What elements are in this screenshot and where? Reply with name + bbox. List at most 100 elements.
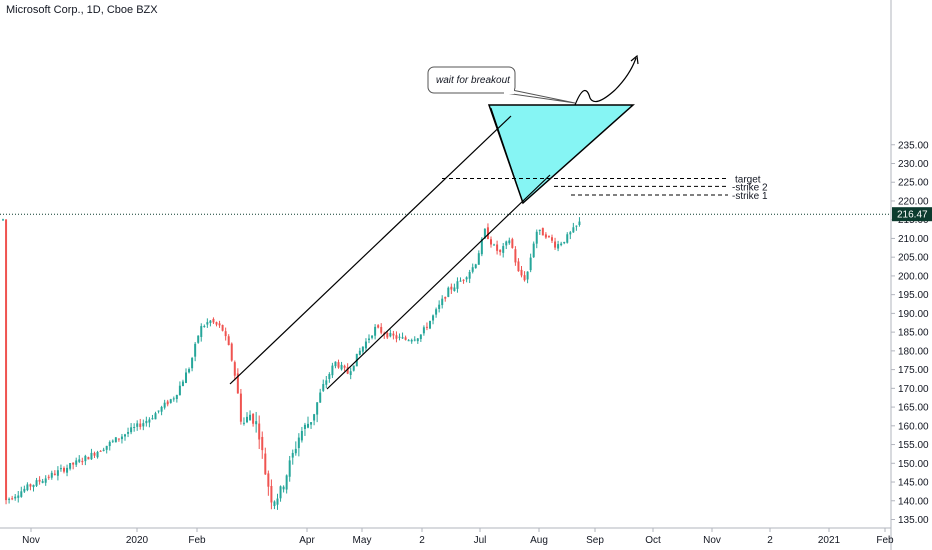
candle-body bbox=[520, 269, 523, 276]
breakout-arrowhead bbox=[630, 54, 639, 65]
candle-body bbox=[544, 234, 547, 238]
candle-body bbox=[218, 323, 221, 326]
candle-body bbox=[313, 414, 316, 421]
candle-body bbox=[416, 338, 419, 342]
price-tick-label: 205.00 bbox=[898, 253, 929, 264]
candle-body bbox=[127, 432, 130, 434]
candle-body bbox=[307, 423, 309, 428]
candle-body bbox=[432, 315, 435, 321]
price-tick-label: 135.00 bbox=[898, 515, 929, 526]
candle-body bbox=[111, 440, 114, 442]
candle-body bbox=[486, 227, 489, 239]
price-tick-label: 220.00 bbox=[898, 196, 929, 207]
candle-body bbox=[56, 470, 59, 476]
candle-body bbox=[557, 244, 560, 249]
candle-body bbox=[371, 335, 374, 338]
candle-body bbox=[319, 392, 322, 403]
candle-body bbox=[358, 350, 361, 355]
candle-body bbox=[227, 336, 230, 346]
candle-body bbox=[29, 484, 32, 487]
candle-body bbox=[258, 423, 261, 440]
candle-body bbox=[523, 275, 526, 281]
candle-body bbox=[300, 430, 303, 441]
candle-body bbox=[541, 228, 544, 236]
price-tick-label: 235.00 bbox=[898, 140, 929, 151]
candle-body bbox=[252, 413, 255, 424]
candle-body bbox=[148, 419, 151, 423]
candle-body bbox=[239, 393, 242, 422]
candle-body bbox=[163, 402, 166, 408]
candle-body bbox=[53, 473, 56, 475]
candle-body bbox=[59, 468, 62, 470]
time-tick-label: 2 bbox=[767, 535, 773, 546]
price-tick-label: 170.00 bbox=[898, 384, 929, 395]
candle-body bbox=[569, 232, 572, 235]
candle-body bbox=[364, 341, 367, 349]
time-axis: Nov 2020 Feb Apr May 2 Jul Aug Sep Oct Nov 2 2021 Feb bbox=[0, 527, 894, 546]
level-label-2: -strike 1 bbox=[732, 191, 768, 202]
candle-body bbox=[14, 496, 17, 499]
candle-body bbox=[145, 420, 148, 424]
time-tick-label: Oct bbox=[645, 535, 661, 546]
candle-body bbox=[160, 406, 163, 412]
chart-title: Microsoft Corp., 1D, Cboe BZX bbox=[6, 4, 158, 16]
level-label-1: -strike 2 bbox=[732, 182, 768, 193]
candle-body bbox=[419, 334, 422, 340]
candle-body bbox=[157, 410, 160, 412]
candle-body bbox=[66, 467, 69, 473]
candle-body bbox=[38, 479, 41, 482]
price-tick-label: 155.00 bbox=[898, 440, 929, 451]
time-tick-label: Feb bbox=[876, 535, 894, 546]
candle-body bbox=[44, 478, 47, 483]
candle-body bbox=[172, 398, 175, 400]
candle-body bbox=[325, 380, 328, 385]
price-tick-label: 195.00 bbox=[898, 290, 929, 301]
bubble-text: wait for breakout bbox=[436, 75, 511, 86]
candle-body bbox=[230, 343, 233, 361]
price-tick-label: 175.00 bbox=[898, 365, 929, 376]
candle-body bbox=[221, 324, 224, 331]
candle-body bbox=[474, 264, 477, 268]
candle-body bbox=[532, 243, 535, 258]
candle-body bbox=[346, 367, 349, 374]
candle-body bbox=[490, 239, 492, 245]
candle-body bbox=[413, 339, 416, 341]
candle-body bbox=[462, 279, 465, 281]
candle-body bbox=[136, 423, 139, 427]
candle-body bbox=[117, 438, 120, 440]
candle-body bbox=[75, 460, 78, 465]
candle-body bbox=[50, 472, 53, 478]
candle-body bbox=[249, 414, 252, 421]
price-tick-label: 160.00 bbox=[898, 421, 929, 432]
candle-body bbox=[429, 320, 431, 329]
candle-body bbox=[395, 335, 398, 339]
candle-body bbox=[114, 437, 117, 443]
retracement-line bbox=[490, 107, 524, 204]
time-tick-label: Jul bbox=[474, 535, 487, 546]
price-tick-label: 230.00 bbox=[898, 159, 929, 170]
candle-body bbox=[386, 332, 389, 338]
candle-body bbox=[17, 495, 20, 498]
candle-body bbox=[438, 304, 441, 309]
candle-body bbox=[316, 402, 319, 415]
candle-body bbox=[63, 467, 65, 472]
breakout-path bbox=[574, 57, 637, 106]
time-tick-label: Nov bbox=[703, 535, 721, 546]
candle-body bbox=[468, 271, 471, 279]
candle-body bbox=[471, 267, 474, 272]
candle-body bbox=[236, 373, 239, 394]
time-tick-label: 2021 bbox=[818, 535, 841, 546]
candle-body bbox=[361, 346, 364, 352]
candle-body bbox=[526, 271, 529, 280]
candle-body bbox=[124, 434, 126, 437]
candle-body bbox=[368, 338, 370, 340]
bubble-tail-mask bbox=[504, 88, 514, 94]
price-tick-label: 165.00 bbox=[898, 403, 929, 414]
candle-body bbox=[291, 452, 294, 458]
candle-body bbox=[575, 225, 578, 227]
candle-body bbox=[331, 365, 334, 376]
time-tick-label: Apr bbox=[299, 535, 315, 546]
candle-body bbox=[294, 448, 297, 454]
candle-body bbox=[93, 452, 96, 456]
